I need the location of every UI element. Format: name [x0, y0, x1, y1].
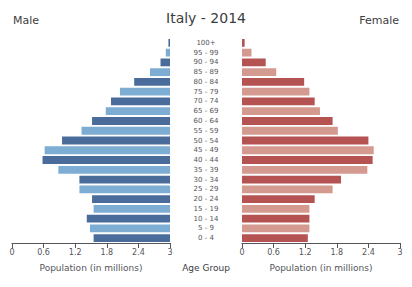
svg-text:3: 3: [397, 248, 402, 257]
svg-text:10 - 14: 10 - 14: [194, 215, 219, 223]
svg-text:50 - 54: 50 - 54: [194, 137, 219, 145]
svg-text:Italy - 2014: Italy - 2014: [166, 10, 246, 26]
svg-text:0: 0: [9, 248, 14, 257]
svg-text:1.2: 1.2: [69, 248, 82, 257]
svg-text:5 - 9: 5 - 9: [198, 224, 214, 232]
svg-text:40 - 44: 40 - 44: [194, 156, 219, 164]
svg-text:Female: Female: [359, 14, 399, 27]
svg-text:0 - 4: 0 - 4: [198, 234, 214, 242]
svg-text:3: 3: [167, 248, 172, 257]
svg-text:1.2: 1.2: [299, 248, 312, 257]
svg-text:Population (in millions): Population (in millions): [40, 263, 143, 273]
svg-text:80 - 84: 80 - 84: [194, 78, 219, 86]
svg-text:Population (in millions): Population (in millions): [270, 263, 373, 273]
svg-text:2.4: 2.4: [132, 248, 145, 257]
svg-text:35 - 39: 35 - 39: [194, 166, 219, 174]
svg-text:55 - 59: 55 - 59: [194, 127, 219, 135]
svg-text:85 - 89: 85 - 89: [194, 68, 219, 76]
svg-text:2.4: 2.4: [362, 248, 375, 257]
svg-text:30 - 34: 30 - 34: [194, 176, 219, 184]
svg-text:0: 0: [239, 248, 244, 257]
svg-text:100+: 100+: [196, 39, 215, 47]
svg-text:0.6: 0.6: [267, 248, 280, 257]
svg-text:1.8: 1.8: [100, 248, 113, 257]
svg-text:45 - 49: 45 - 49: [194, 146, 219, 154]
svg-text:15 - 19: 15 - 19: [194, 205, 219, 213]
svg-text:65 - 69: 65 - 69: [194, 107, 219, 115]
svg-text:90 - 94: 90 - 94: [194, 58, 219, 66]
svg-text:Age Group: Age Group: [182, 263, 230, 273]
svg-text:60 - 64: 60 - 64: [194, 117, 219, 125]
svg-text:75 - 79: 75 - 79: [194, 88, 219, 96]
svg-text:1.8: 1.8: [330, 248, 343, 257]
svg-text:Male: Male: [13, 14, 39, 27]
svg-text:0.6: 0.6: [37, 248, 50, 257]
svg-text:95 - 99: 95 - 99: [194, 49, 219, 57]
svg-text:70 - 74: 70 - 74: [194, 97, 219, 105]
svg-text:20 - 24: 20 - 24: [194, 195, 219, 203]
svg-text:25 - 29: 25 - 29: [194, 185, 219, 193]
